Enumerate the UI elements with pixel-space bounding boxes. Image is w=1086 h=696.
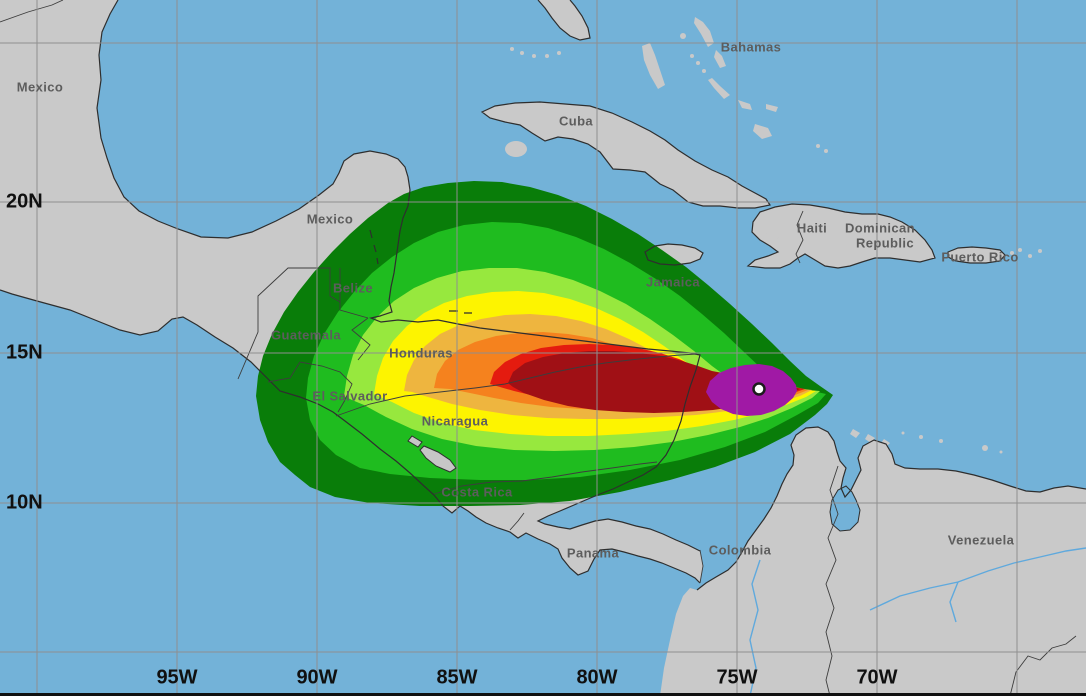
land-south-america	[660, 427, 1086, 696]
coastline-south-america-caribbean	[696, 426, 1086, 591]
islets-bay-islands	[369, 229, 472, 314]
probability-band-inner-purple	[706, 364, 797, 416]
land-hispaniola	[748, 204, 935, 268]
lake-nicaragua	[419, 445, 457, 473]
land-puerto-rico	[948, 247, 1005, 263]
land-gonave	[765, 232, 779, 240]
border-panama-colombia	[699, 549, 704, 584]
border-venezuela-southeast	[1009, 635, 1077, 696]
border-colombia-venezuela	[825, 465, 839, 696]
land-cuba	[482, 102, 770, 208]
map-bottom-frame	[0, 693, 1086, 696]
border-guatemala-el-salvador	[267, 361, 301, 383]
coastline-florida	[537, 0, 591, 41]
coastline-jamaica	[644, 243, 704, 266]
river-magdalena	[749, 559, 761, 696]
border-mexico-guatemala-belize	[237, 267, 369, 380]
coastline-cuba	[480, 101, 771, 209]
border-honduras-nicaragua	[335, 353, 698, 417]
coastline-hispaniola	[746, 203, 936, 269]
land-bahamas-islands	[642, 17, 828, 153]
coastline-puerto-rico	[947, 246, 1006, 264]
land-virgin-islands	[1010, 248, 1042, 258]
border-el-salvador-honduras	[299, 361, 353, 413]
border-us-mexico	[0, 0, 64, 23]
coastline-mexico-central-america	[96, 0, 701, 552]
river-orinoco	[869, 547, 1086, 611]
land-isla-juventud	[505, 141, 527, 157]
land-florida-keys	[510, 47, 561, 58]
border-nicaragua-costa-rica	[433, 461, 658, 495]
storm-center-marker	[752, 382, 766, 396]
border-costa-rica-panama	[509, 512, 525, 531]
land-florida	[538, 0, 590, 40]
border-haiti-dominican-republic	[795, 210, 804, 264]
lake-managua	[407, 435, 423, 448]
coastline-pacific	[0, 289, 701, 584]
river-branch	[949, 581, 959, 623]
